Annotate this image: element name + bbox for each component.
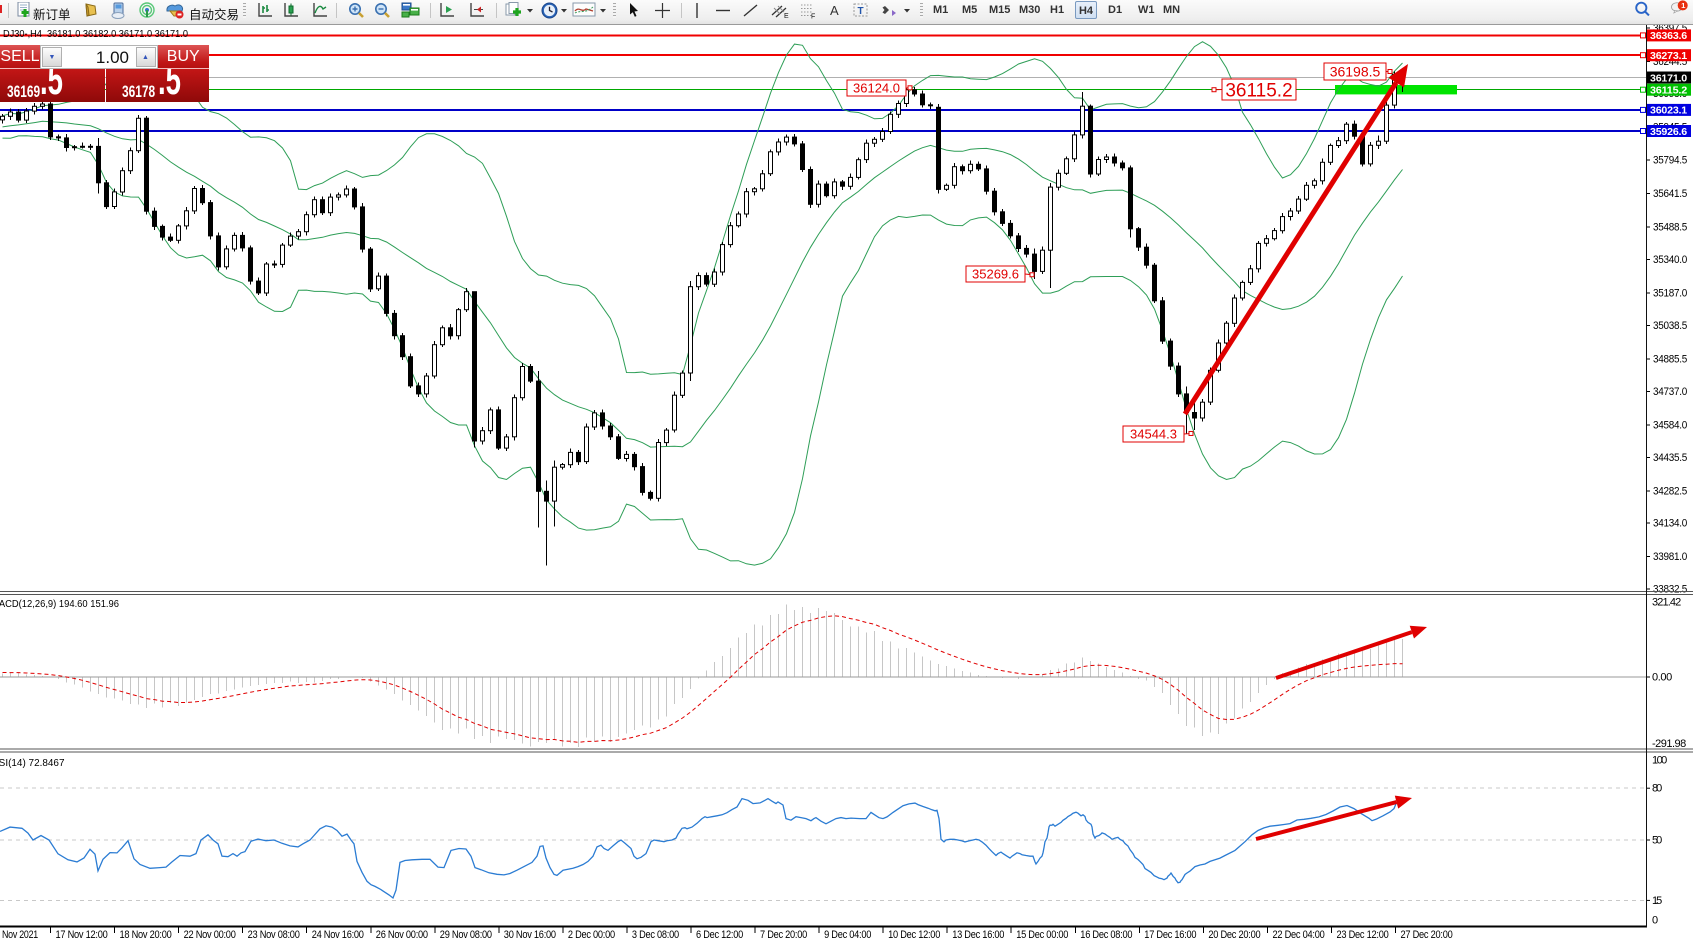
svg-text:24 Nov 16:00: 24 Nov 16:00 xyxy=(312,929,364,941)
svg-text:27 Dec 20:00: 27 Dec 20:00 xyxy=(1401,929,1453,941)
svg-text:35794.5: 35794.5 xyxy=(1653,154,1687,166)
svg-text:34435.5: 34435.5 xyxy=(1653,452,1687,464)
svg-text:23 Nov 08:00: 23 Nov 08:00 xyxy=(248,929,300,941)
svg-text:15 Dec 00:00: 15 Dec 00:00 xyxy=(1016,929,1068,941)
svg-text:1: 1 xyxy=(1681,1,1686,10)
svg-text:80: 80 xyxy=(1652,783,1662,795)
svg-text:E: E xyxy=(784,13,789,19)
svg-text:22 Nov 00:00: 22 Nov 00:00 xyxy=(184,929,236,941)
svg-text:16 Dec 08:00: 16 Dec 08:00 xyxy=(1080,929,1132,941)
svg-text:34134.0: 34134.0 xyxy=(1653,518,1687,530)
svg-text:34544.3: 34544.3 xyxy=(1130,427,1177,442)
svg-text:100: 100 xyxy=(1652,755,1667,767)
svg-text:35488.5: 35488.5 xyxy=(1653,221,1687,233)
svg-text:35187.0: 35187.0 xyxy=(1653,287,1687,299)
svg-text:23 Dec 12:00: 23 Dec 12:00 xyxy=(1337,929,1389,941)
svg-text:321.42: 321.42 xyxy=(1652,597,1681,609)
svg-text:F: F xyxy=(811,14,815,20)
svg-text:17 Dec 16:00: 17 Dec 16:00 xyxy=(1144,929,1196,941)
svg-text:3 Dec 08:00: 3 Dec 08:00 xyxy=(632,929,679,941)
svg-text:-291.98: -291.98 xyxy=(1652,738,1686,750)
svg-text:0: 0 xyxy=(1652,915,1658,927)
svg-text:36115.2: 36115.2 xyxy=(1650,85,1687,97)
svg-text:30 Nov 16:00: 30 Nov 16:00 xyxy=(504,929,556,941)
svg-text:36273.1: 36273.1 xyxy=(1650,50,1687,62)
svg-text:18 Nov 20:00: 18 Nov 20:00 xyxy=(120,929,172,941)
svg-text:34885.5: 34885.5 xyxy=(1653,353,1687,365)
svg-text:33832.5: 33832.5 xyxy=(1653,584,1687,596)
svg-text:35641.5: 35641.5 xyxy=(1653,188,1687,200)
svg-text:34737.0: 34737.0 xyxy=(1653,386,1687,398)
svg-text:29 Nov 08:00: 29 Nov 08:00 xyxy=(440,929,492,941)
svg-text:2 Dec 00:00: 2 Dec 00:00 xyxy=(568,929,615,941)
svg-text:9 Dec 04:00: 9 Dec 04:00 xyxy=(824,929,871,941)
svg-text:36171.0: 36171.0 xyxy=(1650,72,1687,84)
svg-text:26 Nov 00:00: 26 Nov 00:00 xyxy=(376,929,428,941)
svg-text:T: T xyxy=(858,6,864,17)
svg-text:36363.6: 36363.6 xyxy=(1650,30,1687,42)
svg-text:MACD(12,26,9) 194.60 151.96: MACD(12,26,9) 194.60 151.96 xyxy=(0,599,119,610)
svg-text:20 Dec 20:00: 20 Dec 20:00 xyxy=(1208,929,1260,941)
svg-text:36023.1: 36023.1 xyxy=(1650,105,1687,117)
svg-text:34584.0: 34584.0 xyxy=(1653,419,1687,431)
svg-text:15: 15 xyxy=(1652,895,1662,907)
svg-text:35269.6: 35269.6 xyxy=(972,267,1019,282)
svg-text:Nov 2021: Nov 2021 xyxy=(2,929,38,941)
svg-text:RSI(14) 72.8467: RSI(14) 72.8467 xyxy=(0,758,65,769)
svg-text:DJ30-,H4 36181.0 36182.0 3617: DJ30-,H4 36181.0 36182.0 36171.0 36171.0 xyxy=(3,29,188,40)
svg-text:34282.5: 34282.5 xyxy=(1653,485,1687,497)
svg-text:35038.5: 35038.5 xyxy=(1653,320,1687,332)
svg-text:36124.0: 36124.0 xyxy=(853,81,900,96)
svg-text:0.00: 0.00 xyxy=(1652,672,1672,684)
svg-text:36198.5: 36198.5 xyxy=(1330,64,1381,80)
svg-text:33981.0: 33981.0 xyxy=(1653,551,1687,563)
svg-text:35340.0: 35340.0 xyxy=(1653,254,1687,266)
svg-text:17 Nov 12:00: 17 Nov 12:00 xyxy=(56,929,108,941)
svg-text:7 Dec 20:00: 7 Dec 20:00 xyxy=(760,929,807,941)
svg-text:22 Dec 04:00: 22 Dec 04:00 xyxy=(1273,929,1325,941)
svg-text:36115.2: 36115.2 xyxy=(1225,80,1292,101)
svg-text:6 Dec 12:00: 6 Dec 12:00 xyxy=(696,929,743,941)
svg-text:13 Dec 16:00: 13 Dec 16:00 xyxy=(952,929,1004,941)
svg-text:50: 50 xyxy=(1652,835,1662,847)
svg-text:10 Dec 12:00: 10 Dec 12:00 xyxy=(888,929,940,941)
svg-text:35926.6: 35926.6 xyxy=(1650,126,1687,138)
